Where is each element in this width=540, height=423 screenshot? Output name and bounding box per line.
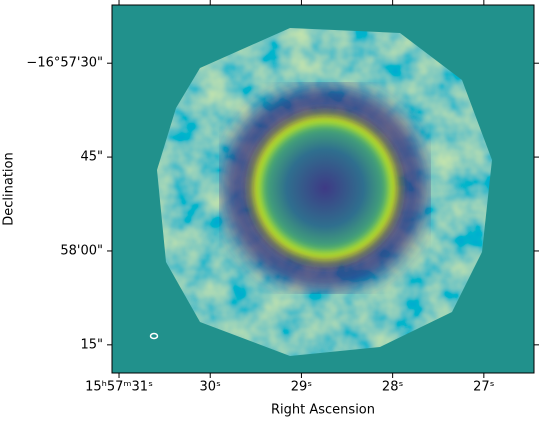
y-tick-label: 45" <box>80 150 103 165</box>
x-axis-label: Right Ascension <box>271 403 375 418</box>
x-tick-label: 28ˢ <box>382 380 404 395</box>
y-tick-label: −16°57'30" <box>26 56 103 71</box>
image <box>112 5 534 373</box>
beam <box>149 332 159 340</box>
x-tick-label: 15ʰ57ᵐ31ˢ <box>85 380 153 395</box>
axes-frame <box>111 4 535 374</box>
x-tick-label: 27ˢ <box>473 380 495 395</box>
y-tick-label: 15" <box>80 337 103 352</box>
y-axis-label: Declination <box>2 152 17 226</box>
x-tick-label: 30ˢ <box>200 380 222 395</box>
x-tick-label: 29ˢ <box>291 380 313 395</box>
y-tick-label: 58'00" <box>60 243 103 258</box>
emission-map <box>157 28 492 356</box>
